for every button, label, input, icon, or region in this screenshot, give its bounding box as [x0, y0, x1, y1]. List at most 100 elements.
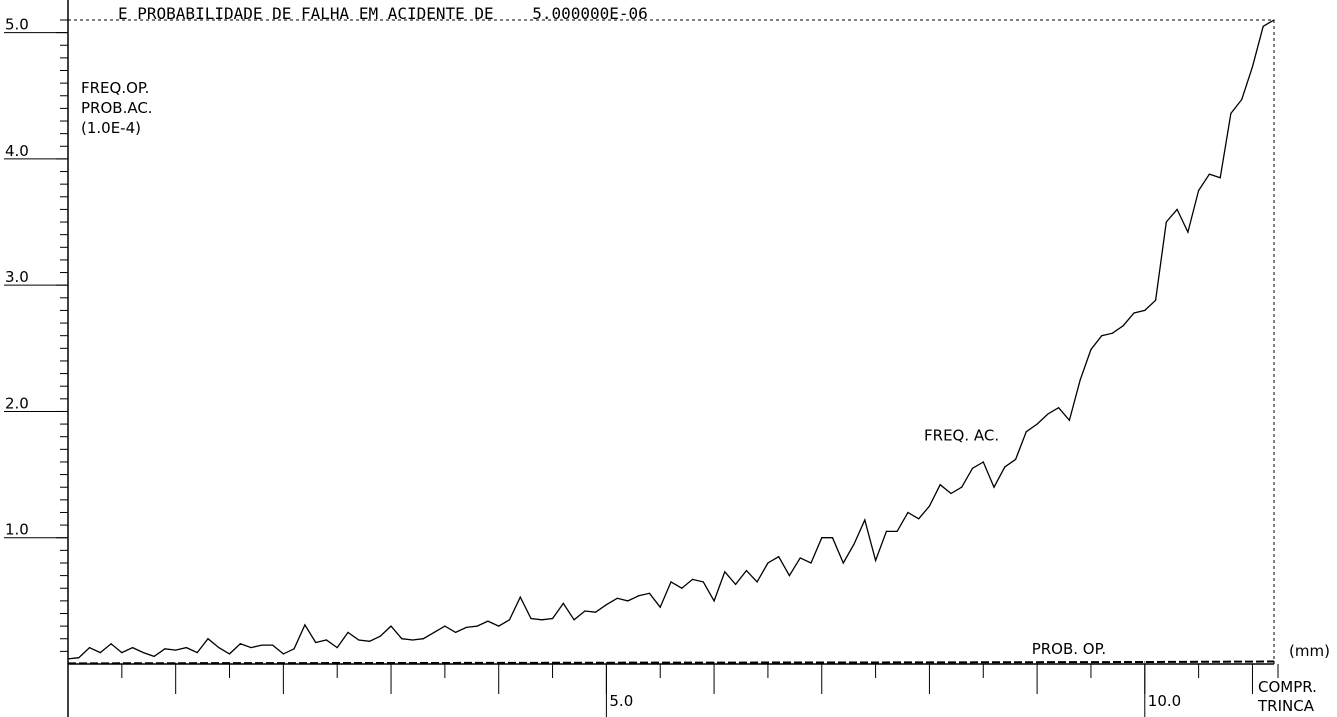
data-point [498, 625, 500, 627]
data-point [573, 619, 575, 621]
data-point [1262, 25, 1264, 27]
data-point [185, 646, 188, 649]
data-point [1047, 413, 1049, 415]
data-point [993, 486, 995, 488]
y-tick-label: 3.0 [5, 268, 29, 286]
data-point [325, 639, 328, 641]
data-point [713, 662, 715, 664]
data-point [239, 643, 241, 645]
data-point [885, 530, 887, 533]
data-point [433, 631, 435, 634]
data-point [228, 653, 231, 655]
data-point [250, 646, 252, 649]
y-tick-label: 5.0 [5, 16, 29, 34]
data-point [1036, 423, 1038, 425]
data-point [616, 597, 618, 599]
y-tick-label: 1.0 [5, 521, 29, 539]
series-line [67, 19, 1275, 660]
data-point [390, 625, 392, 627]
data-point [745, 569, 747, 572]
series-layer [67, 19, 1275, 665]
data-point [756, 581, 758, 583]
data-point [1251, 66, 1254, 68]
data-point [164, 648, 166, 650]
data-point [271, 644, 274, 646]
data-point [1154, 299, 1157, 301]
axes: 1.0 2.0 3.0 4.0 5.0 5.0 10.0 [4, 0, 1279, 717]
data-point [67, 662, 69, 664]
data-point [67, 658, 69, 660]
y-tick-label: 2.0 [5, 394, 29, 412]
data-point [950, 492, 952, 495]
data-point [142, 652, 144, 654]
data-point [1101, 335, 1103, 337]
data-point [422, 638, 424, 640]
data-point [218, 646, 220, 649]
data-point [487, 620, 489, 622]
data-point [368, 640, 371, 642]
data-point [78, 657, 80, 659]
data-point [605, 662, 607, 664]
data-point [928, 505, 931, 507]
data-point [724, 571, 726, 573]
data-point [541, 619, 543, 621]
data-point [358, 639, 360, 641]
data-point [1004, 466, 1006, 468]
data-point [411, 639, 414, 641]
data-point [702, 581, 704, 583]
chart-title: E PROBABILIDADE DE FALHA EM ACIDENTE DE … [118, 4, 648, 23]
x-axis-title-line: COMPR. [1258, 678, 1317, 696]
data-point [1122, 324, 1124, 327]
data-point [476, 625, 478, 627]
data-point [810, 562, 812, 564]
series-line [67, 660, 1275, 665]
data-point [1025, 431, 1027, 433]
data-point [605, 604, 607, 606]
data-point [842, 562, 844, 564]
data-point [444, 625, 446, 627]
data-point [175, 662, 177, 664]
data-point [293, 648, 295, 650]
data-point [282, 653, 284, 655]
data-point [175, 649, 177, 651]
data-point [584, 610, 586, 612]
data-point [971, 467, 974, 469]
x-tick-label: 10.0 [1148, 692, 1181, 710]
data-point [831, 537, 834, 539]
data-point [153, 655, 155, 658]
data-point [670, 581, 672, 583]
data-point [767, 562, 769, 564]
data-point [735, 583, 737, 586]
data-point [207, 638, 209, 640]
series-label: FREQ. AC. [924, 426, 999, 444]
data-point [530, 617, 532, 620]
data-point [659, 606, 661, 608]
data-point [853, 543, 855, 545]
data-point [1068, 419, 1071, 421]
data-point [627, 600, 629, 602]
data-point [788, 575, 791, 577]
data-point [864, 519, 866, 521]
data-point [121, 652, 123, 654]
data-point [1144, 661, 1146, 663]
data-point [918, 518, 920, 520]
data-point [1079, 379, 1081, 381]
x-axis-title: COMPR. TRINCA [1257, 678, 1317, 715]
data-point [282, 662, 284, 664]
data-point [347, 631, 349, 634]
data-point [519, 596, 521, 598]
data-point [648, 592, 651, 594]
data-point [1273, 19, 1275, 21]
data-point [821, 661, 823, 664]
data-point [1273, 660, 1275, 663]
data-point [455, 631, 457, 634]
y-axis-title-line: (1.0E-4) [81, 119, 141, 137]
y-axis-title-line: FREQ.OP. [81, 79, 149, 97]
data-point [1198, 189, 1200, 192]
x-tick-label: 5.0 [609, 692, 633, 710]
data-point [928, 661, 931, 663]
data-point [261, 644, 263, 646]
data-point [638, 595, 640, 597]
data-point [1014, 458, 1017, 461]
